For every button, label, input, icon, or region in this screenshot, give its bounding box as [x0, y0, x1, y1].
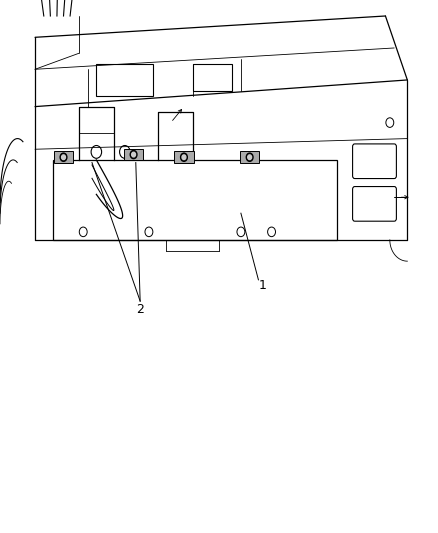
Bar: [174, 151, 194, 163]
Circle shape: [180, 153, 187, 161]
Bar: [193, 64, 232, 91]
Circle shape: [132, 152, 135, 157]
Circle shape: [60, 153, 67, 161]
Bar: [124, 149, 143, 160]
Bar: [240, 151, 259, 163]
Circle shape: [248, 155, 251, 159]
Circle shape: [62, 155, 65, 159]
Circle shape: [246, 153, 253, 161]
Bar: [96, 64, 153, 96]
Bar: [54, 151, 73, 163]
Text: 1: 1: [259, 279, 267, 292]
Circle shape: [182, 155, 186, 159]
Text: 2: 2: [136, 303, 144, 316]
Circle shape: [130, 150, 137, 159]
